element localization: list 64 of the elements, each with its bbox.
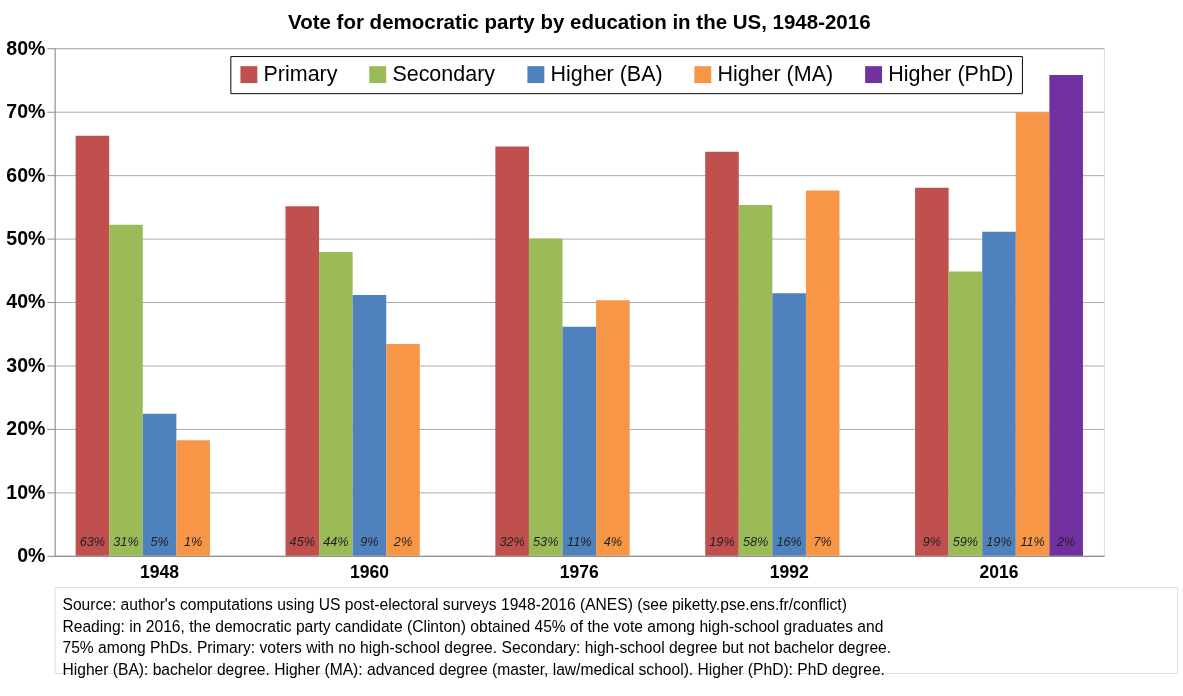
y-tick-label: 20%	[6, 417, 46, 440]
annotation: 1%	[184, 535, 203, 550]
annotation: 45%	[289, 535, 315, 550]
y-tick-label: 50%	[6, 226, 46, 249]
annotation: 63%	[79, 535, 106, 550]
annotation: 32%	[499, 535, 525, 550]
chart-title: Vote for democratic party by education in the US, 1948-2016	[288, 9, 871, 33]
bar	[915, 187, 949, 556]
annotation: 31%	[113, 535, 139, 550]
x-tick-label: 1976	[559, 561, 600, 582]
bar	[75, 135, 110, 556]
bar	[1049, 74, 1083, 556]
text: Reading: in 2016, the democratic party candidate (Clinton) obtained 45% of the vote among high-school graduates and 75% among PhDs. Primary: voters with no high-school degree. Secondary: high-school degree but not bachelor degree. Higher (BA): bachelor degree. Higher (MA): advanced degree (master, law/medical school). Higher (PhD): PhD degree.	[62, 617, 892, 678]
x-tick-label: 1992	[769, 561, 809, 582]
annotation: 2%	[1056, 535, 1076, 550]
x-tick-label: 1960	[349, 561, 390, 582]
bar	[982, 231, 1016, 556]
annotation: 11%	[567, 535, 592, 550]
bar	[596, 300, 630, 556]
annotation: 9%	[360, 535, 379, 550]
annotation: 11%	[1020, 535, 1045, 550]
bar	[142, 413, 177, 556]
bar	[319, 251, 353, 556]
y-tick-label: 80%	[6, 36, 46, 59]
annotation: 16%	[776, 535, 802, 550]
bar	[176, 440, 210, 556]
legend-label: Higher (BA)	[550, 62, 663, 87]
legend-label: Higher (MA)	[717, 62, 834, 87]
y-tick-label: 70%	[6, 100, 46, 123]
y-tick-label: 30%	[6, 353, 46, 376]
bar	[738, 204, 773, 556]
bar	[805, 190, 840, 556]
bar	[1015, 112, 1050, 556]
bar	[562, 326, 597, 556]
legend-label: Secondary	[392, 62, 496, 87]
bar	[495, 146, 529, 556]
annotation: 19%	[709, 535, 735, 550]
annotation: 2%	[392, 535, 413, 550]
annotation: 58%	[742, 535, 769, 550]
bar	[528, 238, 563, 556]
annotation: 5%	[150, 535, 169, 550]
x-tick-label: 2016	[979, 561, 1019, 582]
annotation: 4%	[603, 535, 623, 550]
legend-label: Primary	[263, 62, 338, 87]
bar	[705, 151, 739, 556]
bar	[109, 224, 143, 556]
annotation: 44%	[323, 535, 349, 550]
annotation: 53%	[533, 535, 559, 550]
y-tick-label: 60%	[6, 163, 46, 186]
bar	[948, 271, 983, 556]
x-tick-label: 1948	[140, 561, 180, 582]
legend-label: Higher (PhD)	[888, 62, 1014, 87]
bar	[285, 206, 320, 556]
bar	[772, 293, 806, 556]
bar	[352, 295, 387, 556]
annotation: 19%	[986, 535, 1012, 550]
annotation: 7%	[813, 535, 832, 550]
annotation: 9%	[922, 535, 942, 550]
y-tick-label: 10%	[6, 480, 46, 503]
bar	[386, 343, 420, 556]
y-tick-label: 0%	[17, 544, 46, 567]
source-note: Source: author's computations using US post-electoral surveys 1948-2016 (ANES) (see piketty.pse.ens.fr/conflict)	[62, 596, 847, 614]
y-tick-label: 40%	[6, 290, 46, 313]
annotation: 59%	[952, 535, 979, 550]
